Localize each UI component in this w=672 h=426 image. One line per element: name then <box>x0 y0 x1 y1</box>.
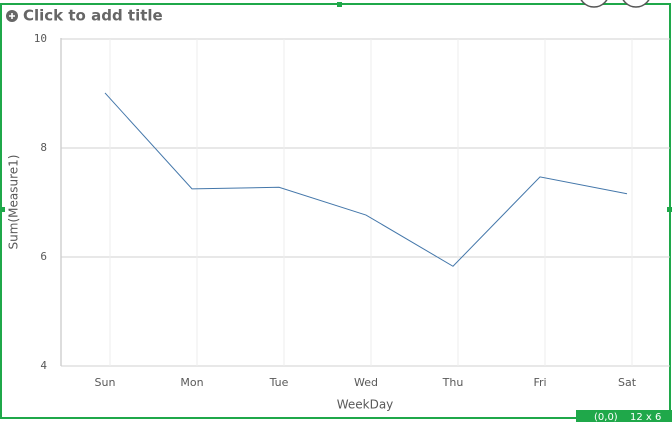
y-axis-label: Sum(Measure1) <box>7 155 21 250</box>
x-tick-label: Fri <box>533 376 546 389</box>
position-badge <box>576 410 672 422</box>
y-tick-label: 6 <box>40 250 47 263</box>
resize-handle[interactable] <box>667 207 672 212</box>
position-text: (0,0) <box>594 412 618 422</box>
x-tick-label: Mon <box>180 376 203 389</box>
toolbar-button[interactable] <box>621 0 651 8</box>
x-tick-label: Sun <box>95 376 116 389</box>
add-icon-plus <box>9 13 15 19</box>
x-tick-label: Wed <box>354 376 378 389</box>
toolbar-button[interactable] <box>579 0 609 8</box>
title-placeholder[interactable]: Click to add title <box>23 7 163 25</box>
resize-handle[interactable] <box>0 207 5 212</box>
x-tick-label: Thu <box>442 376 464 389</box>
y-tick-label: 8 <box>40 141 47 154</box>
x-tick-label: Tue <box>269 376 289 389</box>
size-text: 12 x 6 <box>630 412 661 422</box>
x-tick-label: Sat <box>618 376 637 389</box>
x-axis-label: WeekDay <box>337 398 394 412</box>
selection-frame <box>0 3 671 419</box>
y-tick-label: 4 <box>40 359 47 372</box>
y-tick-label: 10 <box>34 32 47 45</box>
data-line <box>104 92 628 267</box>
resize-handle[interactable] <box>337 2 342 7</box>
